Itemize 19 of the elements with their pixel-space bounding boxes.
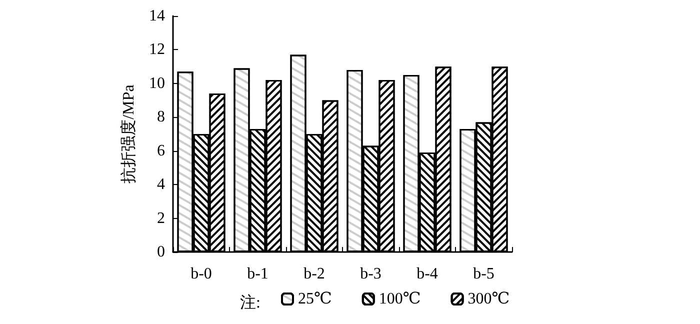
y-tick-label: 4 xyxy=(157,176,165,194)
x-tick-label: b-4 xyxy=(416,266,438,282)
y-tick-label: 2 xyxy=(157,210,165,227)
y-tick-label: 0 xyxy=(157,244,165,260)
x-tick-label: b-5 xyxy=(473,266,494,282)
y-tick-label: 6 xyxy=(157,142,165,160)
legend-label: 25℃ xyxy=(298,290,332,308)
y-tick-label: 8 xyxy=(157,108,165,126)
y-tick-label: 14 xyxy=(149,8,165,24)
x-tick-label: b-2 xyxy=(304,266,325,282)
x-tick-label: b-3 xyxy=(360,266,382,282)
y-tick-label: 12 xyxy=(149,41,165,58)
y-axis-title: 抗折强度/MPa xyxy=(120,84,138,184)
legend-label: 300℃ xyxy=(468,290,510,308)
x-tick-label: b-1 xyxy=(247,266,268,282)
x-tick-label: b-0 xyxy=(190,266,212,282)
legend-label: 100℃ xyxy=(378,290,421,308)
legend-title: 注: xyxy=(240,294,260,312)
y-tick-label: 10 xyxy=(149,74,165,92)
